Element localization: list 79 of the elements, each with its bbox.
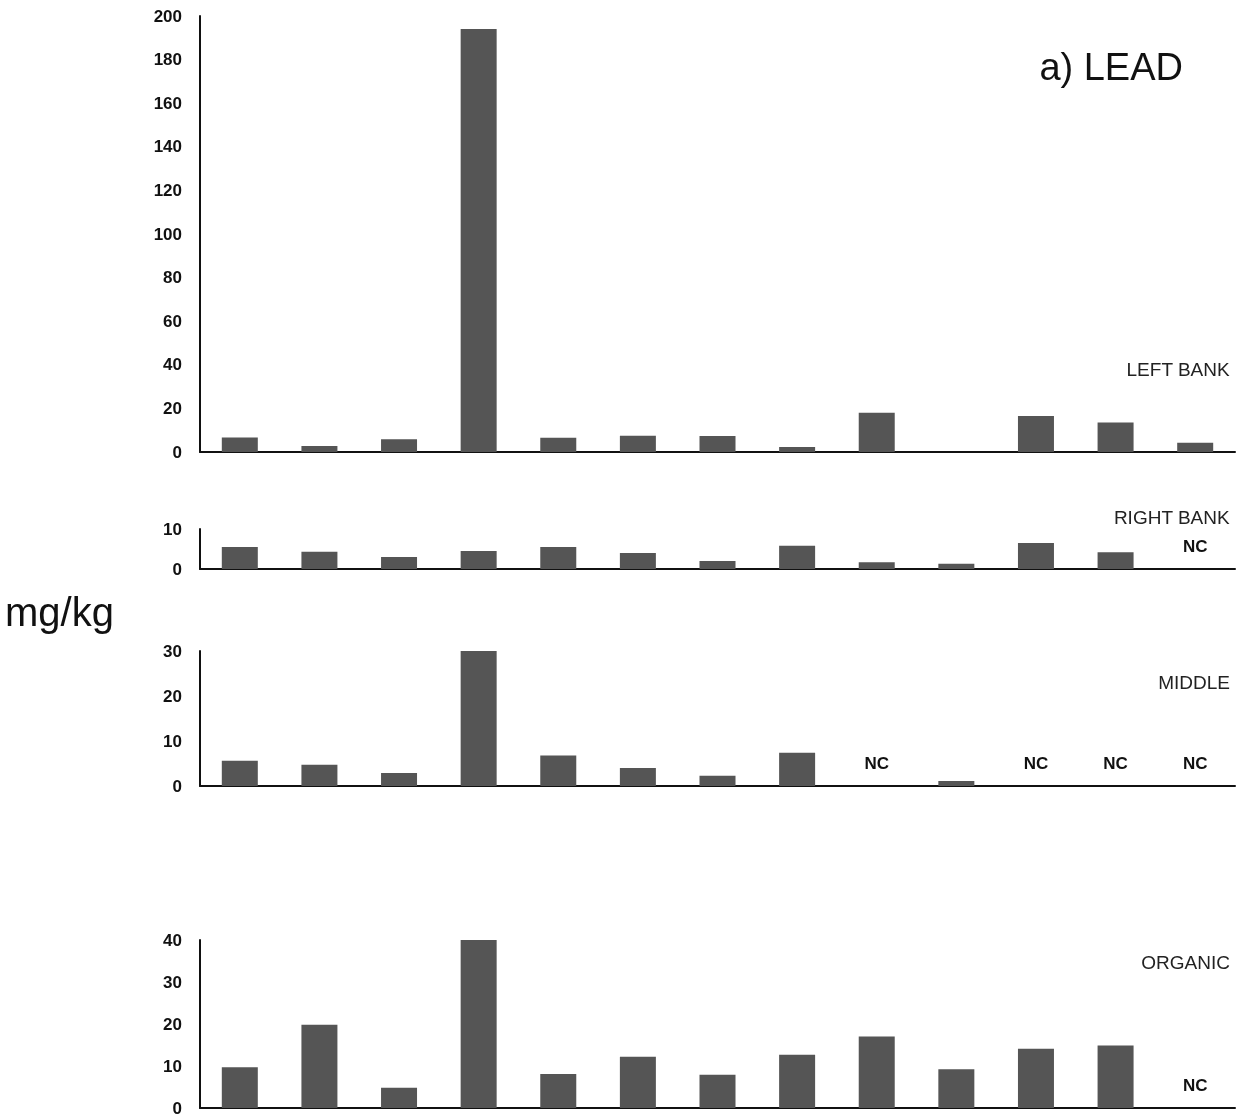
text: NC	[864, 754, 890, 773]
bar	[699, 775, 736, 786]
bar	[1097, 1045, 1134, 1108]
bar	[858, 562, 895, 569]
y-tick-label: 20	[163, 398, 182, 418]
bar	[699, 436, 736, 452]
bar	[858, 1036, 895, 1108]
bar	[301, 445, 338, 452]
y-tick-label: 30	[163, 972, 182, 992]
bar	[301, 764, 338, 786]
bar	[699, 1074, 736, 1108]
bar	[381, 772, 418, 786]
bar	[1017, 543, 1054, 569]
bar	[619, 768, 656, 786]
y-tick-label: 100	[153, 224, 182, 244]
y-tick-label: 0	[172, 776, 182, 796]
bar	[1177, 442, 1214, 452]
annotation: a) LEAD	[1039, 46, 1184, 88]
y-tick-label: 10	[163, 731, 182, 751]
bar	[221, 547, 258, 569]
bar	[540, 1073, 577, 1108]
y-axis-title: mg/kg	[5, 590, 114, 634]
y-tick-label: 40	[163, 930, 182, 950]
text: NC	[1103, 754, 1128, 773]
bar	[460, 940, 497, 1108]
bar	[540, 755, 577, 786]
y-tick-label: 10	[163, 519, 182, 539]
bar	[460, 551, 497, 569]
bar	[779, 446, 816, 452]
text: NC	[1182, 754, 1208, 773]
bar	[540, 437, 577, 452]
bar	[858, 412, 895, 452]
bar	[381, 439, 418, 452]
text: ORGANIC	[1141, 952, 1231, 973]
bar	[779, 545, 816, 569]
y-tick-label: 30	[163, 641, 182, 661]
y-tick-label: 200	[153, 6, 182, 26]
y-tick-label: 20	[163, 1014, 182, 1034]
bar	[381, 1087, 418, 1108]
chart-title: RIGHT BANK	[1113, 507, 1230, 528]
bar	[221, 437, 258, 452]
y-tick-label: 20	[163, 686, 182, 706]
bar	[460, 651, 497, 786]
y-tick-label: 180	[153, 50, 182, 70]
bar	[938, 781, 975, 786]
text: LEFT BANK	[1126, 359, 1230, 380]
bar	[779, 752, 816, 786]
bar	[381, 557, 418, 569]
y-tick-label: 0	[172, 559, 182, 579]
bar	[779, 1054, 816, 1108]
bar	[221, 760, 258, 786]
y-tick-label: 10	[163, 1056, 182, 1076]
bar	[540, 547, 577, 569]
bar	[460, 29, 497, 452]
y-tick-label: 80	[163, 268, 182, 288]
bar	[301, 551, 338, 569]
y-tick-label: 120	[153, 180, 182, 200]
bar	[938, 563, 975, 569]
bar	[1017, 416, 1054, 452]
bar	[938, 1069, 975, 1108]
y-tick-label: 60	[163, 311, 182, 331]
text: NC	[1182, 537, 1208, 556]
bar	[301, 1024, 338, 1108]
y-tick-label: 0	[172, 1098, 182, 1118]
text: NC	[1182, 1076, 1208, 1095]
y-tick-label: 40	[163, 355, 182, 375]
bar	[1097, 552, 1134, 569]
bar	[699, 561, 736, 569]
text: NC	[1023, 754, 1049, 773]
y-tick-label: 0	[172, 442, 182, 462]
bar	[1097, 422, 1134, 452]
y-tick-label: 160	[153, 93, 182, 113]
bar	[619, 435, 656, 452]
bar	[619, 1056, 656, 1108]
text: MIDDLE	[1158, 672, 1231, 693]
y-tick-label: 140	[153, 137, 182, 157]
bar	[619, 553, 656, 569]
bar	[1017, 1048, 1054, 1108]
bar	[221, 1067, 258, 1108]
